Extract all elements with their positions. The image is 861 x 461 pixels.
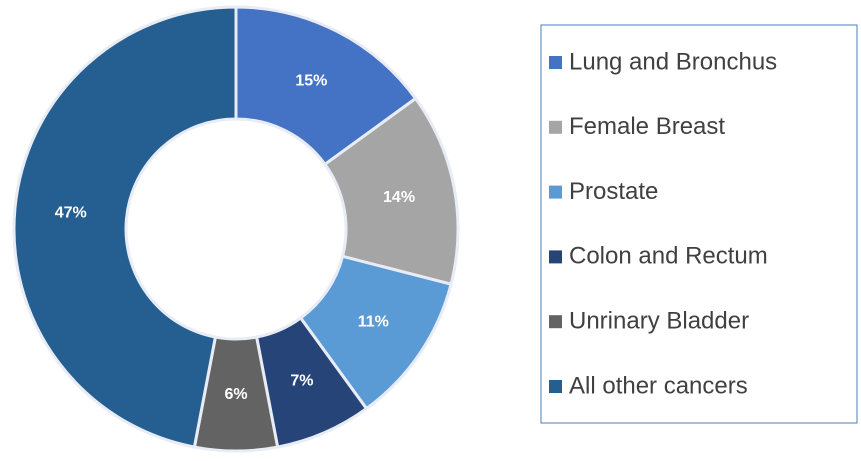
legend-swatch bbox=[549, 185, 562, 199]
legend-label: Prostate bbox=[569, 178, 658, 205]
value-label: 7% bbox=[290, 373, 313, 390]
slice bbox=[234, 5, 418, 167]
value-label: 47% bbox=[55, 205, 87, 222]
value-label: 14% bbox=[383, 189, 415, 206]
legend-swatch bbox=[549, 250, 562, 264]
legend-swatch bbox=[549, 56, 562, 69]
slice bbox=[12, 5, 238, 449]
legend-label: All other cancers bbox=[569, 372, 748, 399]
legend-swatch bbox=[549, 120, 562, 134]
legend-label: Unrinary Bladder bbox=[569, 308, 749, 335]
legend-swatch bbox=[549, 380, 562, 393]
value-label: 6% bbox=[224, 386, 247, 403]
legend-swatch bbox=[549, 315, 562, 329]
legend-box bbox=[540, 24, 858, 424]
legend-label: Lung and Bronchus bbox=[569, 48, 777, 75]
legend-label: Colon and Rectum bbox=[569, 243, 768, 270]
value-label: 15% bbox=[295, 72, 327, 89]
legend-label: Female Breast bbox=[569, 113, 725, 140]
value-label: 11% bbox=[358, 314, 389, 331]
